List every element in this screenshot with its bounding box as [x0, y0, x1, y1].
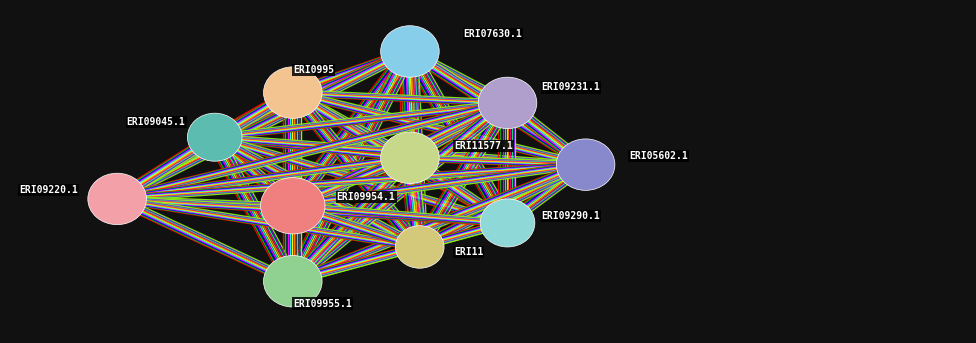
Text: ERI07630.1: ERI07630.1 [464, 29, 522, 39]
Text: ERI09954.1: ERI09954.1 [337, 192, 395, 202]
Ellipse shape [480, 199, 535, 247]
Ellipse shape [478, 77, 537, 129]
Ellipse shape [556, 139, 615, 190]
Text: ERI11: ERI11 [454, 247, 483, 257]
Ellipse shape [261, 178, 325, 234]
Text: ERI11577.1: ERI11577.1 [454, 141, 512, 151]
Ellipse shape [395, 226, 444, 268]
Text: ERI09220.1: ERI09220.1 [20, 185, 78, 196]
Ellipse shape [381, 26, 439, 77]
Ellipse shape [264, 256, 322, 307]
Ellipse shape [264, 67, 322, 118]
Text: ERI09231.1: ERI09231.1 [542, 82, 600, 93]
Text: ERI0995: ERI0995 [293, 65, 334, 75]
Text: ERI05602.1: ERI05602.1 [630, 151, 688, 161]
Text: ERI09955.1: ERI09955.1 [293, 298, 351, 309]
Ellipse shape [187, 113, 242, 161]
Text: ERI09290.1: ERI09290.1 [542, 211, 600, 221]
Ellipse shape [88, 173, 146, 225]
Text: ERI09045.1: ERI09045.1 [127, 117, 185, 127]
Ellipse shape [381, 132, 439, 184]
